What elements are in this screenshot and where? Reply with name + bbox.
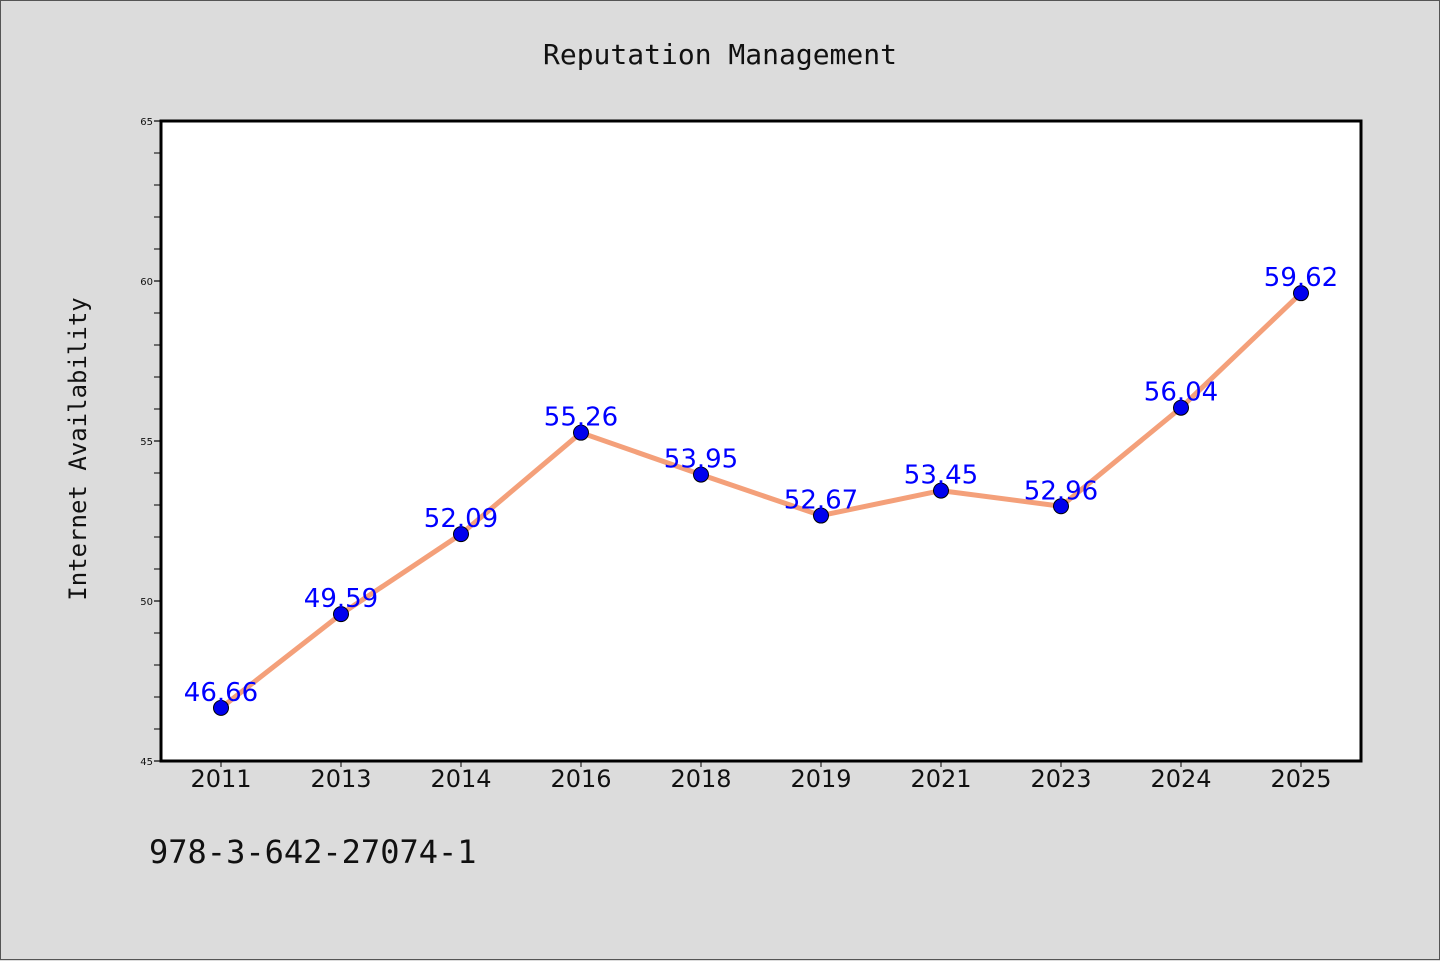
data-point	[1173, 399, 1189, 416]
data-point	[453, 526, 469, 543]
x-axis-ticks: 2011 2013 2014 2016 2018 2019 2021 2023 2024 2025	[190, 761, 1332, 793]
x-tick-label: 2013	[310, 765, 371, 793]
data-label: 56.04	[1144, 378, 1218, 408]
data-point	[1293, 285, 1309, 302]
data-label: 59.62	[1264, 263, 1338, 293]
data-point	[333, 606, 349, 623]
y-tick-label: 50	[140, 597, 153, 608]
data-point	[573, 424, 589, 441]
x-tick-label: 2018	[670, 765, 731, 793]
y-tick-label: 55	[140, 437, 153, 448]
x-tick-label: 2014	[430, 765, 491, 793]
series-markers	[213, 285, 1309, 716]
x-tick-label: 2016	[550, 765, 611, 793]
data-label: 55.26	[544, 403, 618, 433]
data-label: 52.09	[424, 504, 498, 534]
y-tick-label: 60	[140, 277, 153, 288]
x-tick-label: 2021	[910, 765, 971, 793]
x-tick-label: 2011	[190, 765, 251, 793]
series-line-group	[218, 290, 1304, 711]
y-axis-ticks: 45 50 55 60 65	[140, 117, 161, 768]
data-point	[693, 466, 709, 483]
chart-title: Reputation Management	[543, 38, 897, 71]
data-label: 49.59	[304, 584, 378, 614]
x-tick-label: 2024	[1150, 765, 1211, 793]
x-tick-label: 2025	[1270, 765, 1331, 793]
data-label: 53.45	[904, 461, 978, 491]
data-point	[933, 482, 949, 499]
y-axis-label: Internet Availability	[64, 297, 92, 600]
y-tick-label: 65	[140, 117, 153, 128]
data-point	[213, 699, 229, 716]
series-line	[218, 290, 1304, 711]
y-tick-label: 45	[140, 757, 153, 768]
data-label: 46.66	[184, 678, 258, 708]
data-label: 52.67	[784, 486, 858, 516]
data-point	[1053, 498, 1069, 515]
x-tick-label: 2019	[790, 765, 851, 793]
x-tick-label: 2023	[1030, 765, 1091, 793]
plot-area	[159, 119, 1363, 763]
data-labels: 46.66 49.59 52.09 55.26 53.95 52.67 53.45 52.96…	[184, 263, 1338, 708]
data-label: 53.95	[664, 445, 738, 475]
data-label: 52.96	[1024, 476, 1098, 506]
footer-code: 978-3-642-27074-1	[149, 833, 477, 871]
data-point	[813, 507, 829, 524]
